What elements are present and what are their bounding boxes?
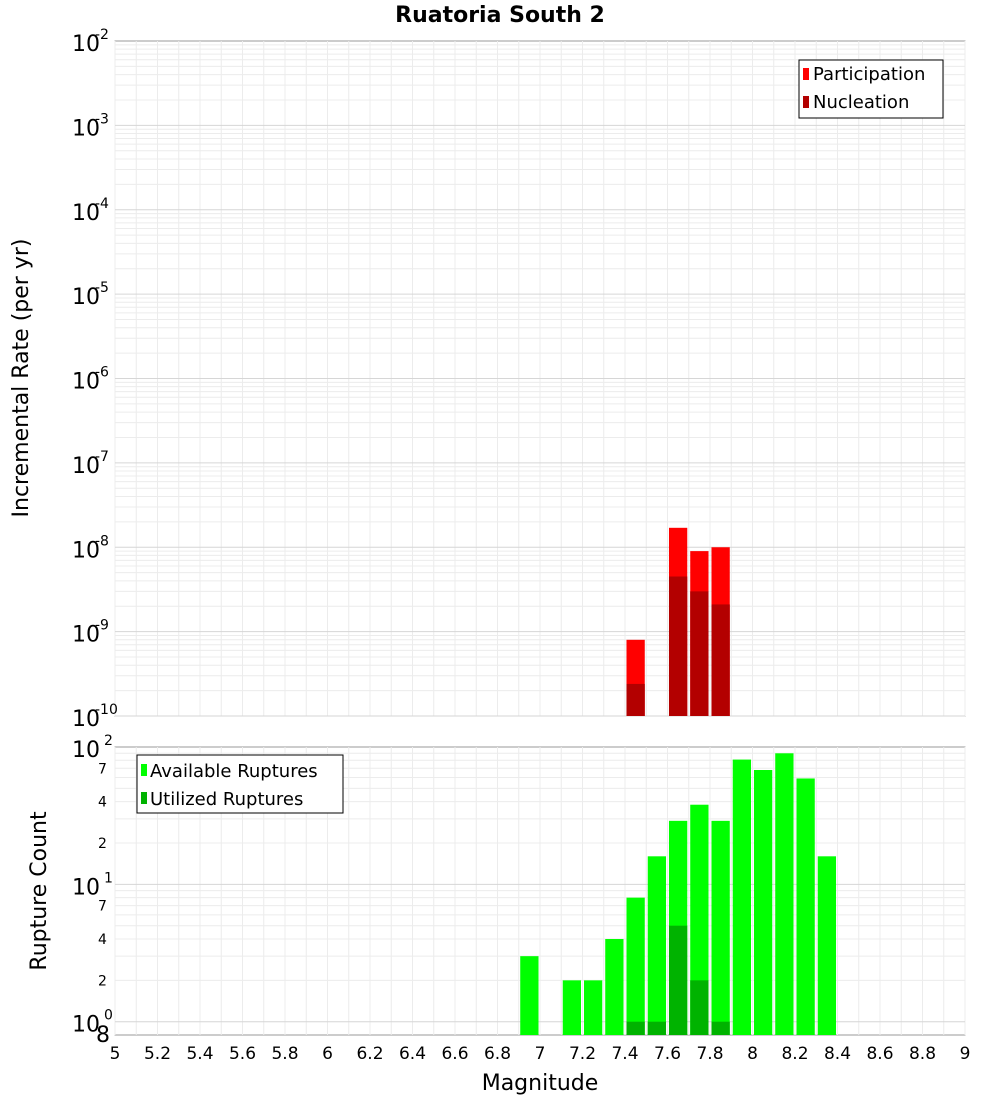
rate-legend: Participation Nucleation — [798, 59, 944, 119]
chart-title: Ruatoria South 2 — [395, 3, 605, 28]
rate-y-tick-base: 10 — [72, 370, 100, 395]
count-y-minor-tick: 4 — [98, 932, 107, 948]
utilized-ruptures-bar — [668, 925, 688, 1035]
count-y-minor-tick: 2 — [98, 836, 107, 852]
rate-y-tick-exponent: -7 — [95, 449, 109, 465]
available-ruptures-bar — [711, 820, 730, 1035]
rate-y-tick-base: 10 — [72, 32, 100, 57]
count-y-minor-tick: 2 — [98, 973, 107, 989]
utilized-ruptures-bar — [711, 1021, 730, 1035]
rate-y-axis-label: Incremental Rate (per yr) — [9, 239, 34, 518]
utilized-ruptures-bar — [647, 1021, 667, 1035]
available-ruptures-bar — [753, 770, 773, 1035]
available-legend-label: Available Ruptures — [150, 761, 318, 782]
magnitude-tick-label: 7.2 — [569, 1044, 596, 1064]
available-ruptures-bar — [520, 956, 539, 1035]
nucleation-legend-label: Nucleation — [813, 92, 909, 113]
participation-legend-label: Participation — [813, 64, 925, 85]
utilized-legend-label: Utilized Ruptures — [150, 789, 303, 810]
rate-y-tick-base: 10 — [72, 454, 100, 479]
magnitude-tick-label: 8.8 — [909, 1044, 936, 1064]
nucleation-legend-swatch — [803, 96, 809, 108]
magnitude-tick-label: 6.8 — [484, 1044, 511, 1064]
nucleation-bar — [668, 576, 688, 716]
rate-y-tick-base: 10 — [72, 285, 100, 310]
rate-plot-grid — [114, 41, 966, 717]
rate-y-tick-exponent: -10 — [95, 702, 118, 718]
magnitude-tick-label: 7.4 — [611, 1044, 638, 1064]
magnitude-tick-label: 5 — [110, 1044, 121, 1064]
magnitude-tick-label: 6.6 — [441, 1044, 468, 1064]
magnitude-tick-label: 7.8 — [696, 1044, 723, 1064]
count-legend-box — [136, 754, 344, 814]
magnitude-tick-label: 7.6 — [654, 1044, 681, 1064]
utilized-legend-swatch — [141, 792, 147, 804]
nucleation-bar — [690, 591, 709, 716]
magnitude-tick-label: 8.2 — [781, 1044, 808, 1064]
count-y-minor-tick: 7 — [98, 761, 107, 777]
count-y-minor-tick: 4 — [98, 795, 107, 811]
participation-legend-swatch — [803, 68, 809, 80]
available-ruptures-bar — [562, 980, 582, 1035]
count-y-axis-label: Rupture Count — [27, 811, 52, 971]
available-ruptures-bar — [796, 778, 815, 1035]
magnitude-tick-label: 6.4 — [399, 1044, 426, 1064]
rate-y-tick-exponent: -5 — [95, 280, 109, 296]
rate-y-tick-exponent: -9 — [95, 618, 109, 634]
magnitude-tick-label: 9 — [960, 1044, 971, 1064]
available-ruptures-bar — [647, 856, 667, 1035]
utilized-ruptures-bar — [626, 1021, 645, 1035]
rate-y-tick-base: 10 — [72, 116, 100, 141]
rate-y-tick-exponent: -4 — [95, 196, 109, 212]
count-y-tick-bottom: 8 — [96, 1023, 110, 1048]
magnitude-x-axis-label: Magnitude — [482, 1071, 599, 1096]
rate-y-tick-exponent: -6 — [95, 365, 109, 381]
magnitude-tick-label: 6 — [322, 1044, 333, 1064]
rate-y-tick-base: 10 — [72, 538, 100, 563]
available-ruptures-bar — [732, 759, 752, 1035]
magnitude-tick-label: 5.8 — [271, 1044, 298, 1064]
available-ruptures-bar — [775, 753, 794, 1035]
count-y-tick-base: 10 — [72, 875, 100, 900]
magnitude-tick-label: 8 — [747, 1044, 758, 1064]
count-legend: Available Ruptures Utilized Ruptures — [136, 754, 344, 814]
rate-y-tick-base: 10 — [72, 623, 100, 648]
rate-y-tick-base: 10 — [72, 201, 100, 226]
count-y-tick-exponent: 2 — [104, 733, 113, 749]
magnitude-tick-label: 7 — [535, 1044, 546, 1064]
rate-y-tick-exponent: -3 — [95, 111, 109, 127]
utilized-ruptures-bar — [690, 980, 709, 1035]
magnitude-tick-label: 8.4 — [824, 1044, 851, 1064]
available-ruptures-bar — [626, 897, 645, 1035]
magnitude-tick-label: 8.6 — [866, 1044, 893, 1064]
count-y-tick-exponent: 0 — [104, 1008, 113, 1024]
available-ruptures-bar — [690, 804, 709, 1035]
nucleation-bar — [626, 683, 645, 716]
count-y-tick-exponent: 1 — [104, 870, 113, 886]
rate-y-tick-exponent: -8 — [95, 533, 109, 549]
rate-y-tick-exponent: -2 — [95, 27, 109, 43]
magnitude-tick-label: 5.4 — [186, 1044, 213, 1064]
magnitude-tick-label: 5.6 — [229, 1044, 256, 1064]
rate-plot-bars — [626, 527, 730, 716]
magnitude-tick-label: 6.2 — [356, 1044, 383, 1064]
magnitude-tick-label: 5.2 — [144, 1044, 171, 1064]
rate-y-tick-base: 10 — [72, 707, 100, 732]
count-y-tick-base: 10 — [72, 738, 100, 763]
nucleation-bar — [711, 604, 730, 716]
available-ruptures-bar — [817, 856, 837, 1035]
magnitude-x-ticks: 5 5.2 5.4 5.6 5.8 6 6.2 6.4 6.6 6.8 7 7.2 7.4 7.6 7.8 8… — [110, 1044, 971, 1064]
available-ruptures-bar — [605, 939, 624, 1035]
count-y-tick-base: 10 — [72, 1013, 100, 1038]
available-legend-swatch — [141, 764, 147, 776]
available-ruptures-bar — [583, 980, 603, 1035]
rate-legend-box — [798, 59, 944, 119]
count-plot-bars — [520, 753, 837, 1035]
count-y-minor-tick: 7 — [98, 899, 107, 915]
